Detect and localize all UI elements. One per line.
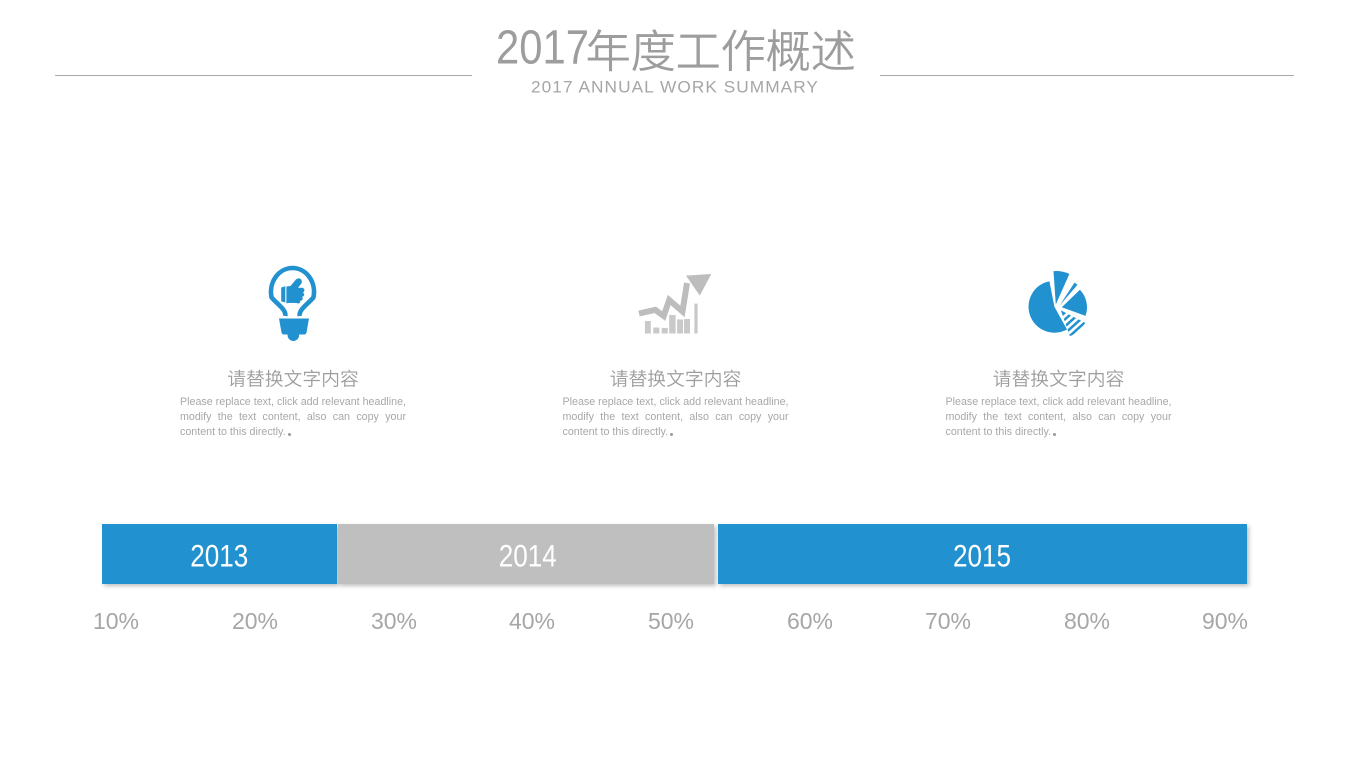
svg-text:2017 ANNUAL WORK SUMMARY: 2017 ANNUAL WORK SUMMARY <box>531 79 819 97</box>
svg-text:2014: 2014 <box>499 538 557 574</box>
svg-text:2017: 2017 <box>496 21 589 75</box>
svg-text:2015: 2015 <box>953 538 1011 574</box>
svg-text:2013: 2013 <box>190 538 248 574</box>
